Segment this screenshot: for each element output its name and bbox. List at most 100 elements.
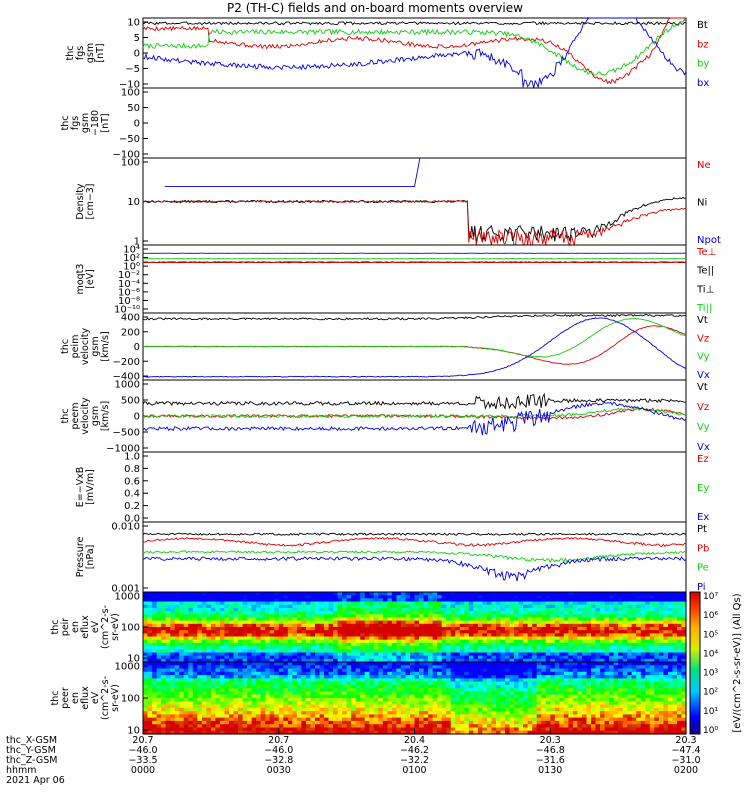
heatmap-cell: [342, 601, 348, 606]
heatmap-cell: [192, 607, 198, 612]
heatmap-cell: [170, 627, 176, 631]
heatmap-cell: [337, 691, 343, 696]
heatmap-cell: [437, 623, 443, 628]
heatmap-cell: [622, 607, 628, 612]
heatmap-cell: [627, 675, 633, 679]
heatmap-cell: [296, 611, 302, 615]
heatmap-cell: [654, 658, 660, 663]
heatmap-cell: [541, 717, 547, 722]
heatmap-cell: [586, 633, 592, 638]
heatmap-cell: [645, 607, 651, 612]
heatmap-cell: [486, 707, 492, 712]
heatmap-cell: [618, 668, 624, 673]
heatmap-cell: [210, 662, 216, 666]
y-tick-label: 0.010: [111, 522, 140, 533]
heatmap-cell: [486, 592, 492, 596]
heatmap-cell: [147, 595, 153, 599]
heatmap-cell: [229, 598, 235, 603]
heatmap-cell: [156, 620, 162, 625]
heatmap-cell: [486, 627, 492, 631]
heatmap-cell: [645, 623, 651, 628]
heatmap-cell: [595, 633, 601, 638]
heatmap-cell: [464, 611, 470, 615]
heatmap-cell: [545, 665, 551, 670]
heatmap-cell: [423, 662, 429, 666]
heatmap-cell: [219, 611, 225, 615]
heatmap-cell: [455, 665, 461, 670]
heatmap-cell: [192, 694, 198, 699]
heatmap-cell: [269, 601, 275, 606]
heatmap-cell: [414, 678, 420, 683]
heatmap-cell: [658, 671, 664, 676]
heatmap-cell: [595, 655, 601, 660]
heatmap-cell: [278, 681, 284, 686]
heatmap-cell: [346, 707, 352, 712]
heatmap-cell: [161, 714, 167, 719]
heatmap-cell: [192, 601, 198, 606]
heatmap-cell: [283, 675, 289, 679]
heatmap-cell: [315, 681, 321, 686]
heatmap-cell: [319, 681, 325, 686]
heatmap-cell: [400, 601, 406, 606]
heatmap-cell: [663, 704, 669, 709]
heatmap-cell: [505, 714, 511, 719]
heatmap-cell: [414, 604, 420, 609]
y-tick-label: 0: [134, 342, 140, 353]
heatmap-cell: [396, 595, 402, 599]
heatmap-cell: [305, 642, 311, 647]
heatmap-cell: [333, 592, 339, 596]
heatmap-cell: [491, 675, 497, 679]
heatmap-cell: [464, 642, 470, 647]
y-tick-label: 10⁻¹⁰: [114, 305, 140, 316]
heatmap-cell: [586, 601, 592, 606]
heatmap-cell: [622, 601, 628, 606]
heatmap-cell: [256, 620, 262, 625]
heatmap-cell: [550, 675, 556, 679]
heatmap-cell: [229, 592, 235, 596]
heatmap-cell: [613, 698, 619, 702]
heatmap-cell: [342, 636, 348, 641]
heatmap-cell: [636, 614, 642, 619]
heatmap-cell: [649, 671, 655, 676]
heatmap-cell: [369, 694, 375, 699]
heatmap-cell: [378, 678, 384, 683]
heatmap-cell: [677, 649, 683, 654]
legend-bt: Bt: [697, 20, 708, 31]
heatmap-cell: [260, 694, 266, 699]
heatmap-cell: [242, 671, 248, 676]
heatmap-cell: [360, 684, 366, 689]
heatmap-cell: [541, 604, 547, 609]
heatmap-cell: [301, 707, 307, 712]
heatmap-cell: [156, 681, 162, 686]
heatmap-cell: [206, 714, 212, 719]
heatmap-cell: [446, 611, 452, 615]
heatmap-cell: [373, 688, 379, 693]
heatmap-cell: [486, 684, 492, 689]
heatmap-cell: [387, 623, 393, 628]
heatmap-cell: [197, 665, 203, 670]
heatmap-cell: [165, 604, 171, 609]
heatmap-cell: [251, 639, 257, 644]
heatmap-cell: [523, 675, 529, 679]
heatmap-cell: [201, 592, 207, 596]
heatmap-cell: [256, 649, 262, 654]
heatmap-cell: [201, 671, 207, 676]
heatmap-cell: [346, 623, 352, 628]
heatmap-cell: [315, 623, 321, 628]
heatmap-cell: [496, 711, 502, 715]
heatmap-cell: [645, 646, 651, 650]
heatmap-cell: [170, 623, 176, 628]
heatmap-cell: [618, 595, 624, 599]
heatmap-cell: [355, 636, 361, 641]
heatmap-cell: [672, 614, 678, 619]
heatmap-cell: [310, 652, 316, 657]
heatmap-cell: [301, 675, 307, 679]
heatmap-cell: [509, 688, 515, 693]
heatmap-cell: [238, 711, 244, 715]
heatmap-cell: [224, 642, 230, 647]
heatmap-cell: [174, 698, 180, 702]
heatmap-cell: [296, 639, 302, 644]
heatmap-cell: [256, 684, 262, 689]
heatmap-cell: [600, 595, 606, 599]
heatmap-cell: [613, 671, 619, 676]
